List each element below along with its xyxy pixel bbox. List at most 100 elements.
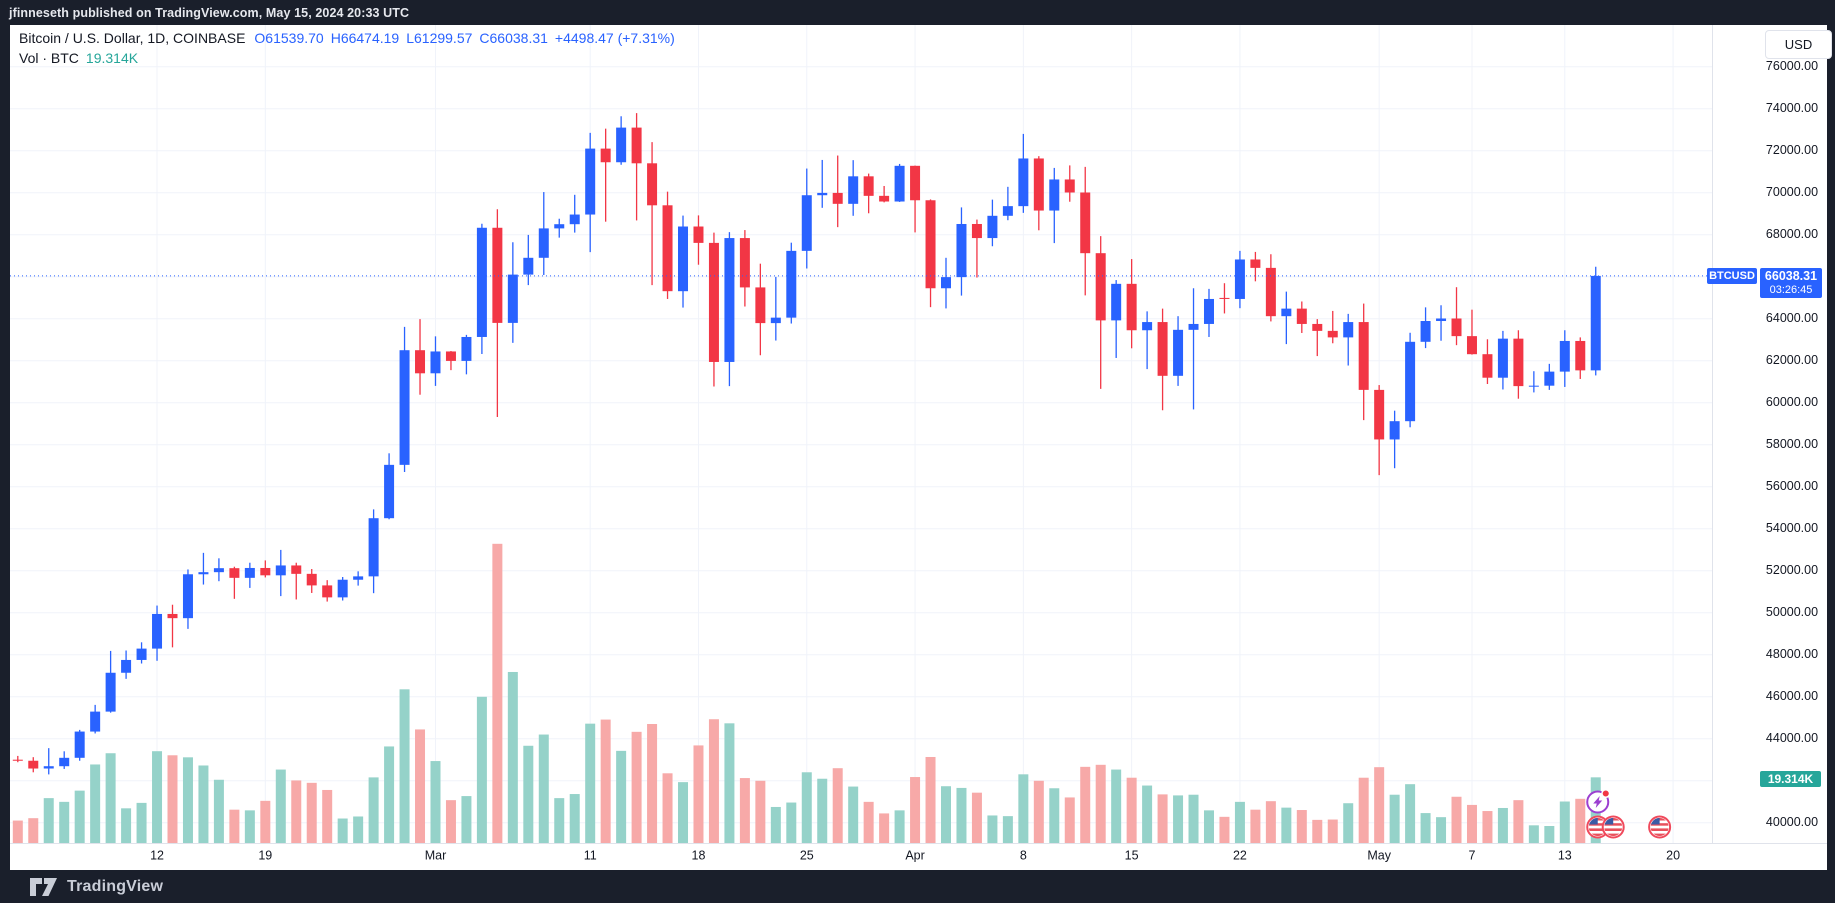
date-axis-label[interactable]: 13 [1558, 848, 1572, 862]
price-axis-label[interactable]: 68000.00 [1766, 227, 1818, 241]
candle-body [105, 672, 116, 712]
candle-body [569, 214, 580, 225]
candle-body [1080, 192, 1091, 254]
currency-toggle-button[interactable]: USD [1765, 30, 1832, 59]
price-axis-label[interactable]: 54000.00 [1766, 521, 1818, 535]
volume-bar [1466, 804, 1477, 843]
date-axis-label[interactable]: Apr [905, 848, 924, 862]
legend-volume-row: Vol · BTC 19.314K [19, 48, 675, 68]
candle-body [1451, 318, 1462, 337]
volume-bar [1575, 798, 1586, 843]
price-axis-label[interactable]: 76000.00 [1766, 59, 1818, 73]
us-economic-event-icon[interactable] [1648, 815, 1672, 839]
price-axis-label[interactable]: 46000.00 [1766, 689, 1818, 703]
candle-body [1374, 389, 1385, 440]
volume-bar [616, 750, 627, 843]
price-axis-label[interactable]: 60000.00 [1766, 395, 1818, 409]
volume-bar [817, 778, 828, 843]
date-axis-label[interactable]: 22 [1233, 848, 1247, 862]
candle-body [461, 336, 472, 361]
candle-body [1296, 308, 1307, 324]
candle-body [631, 127, 642, 164]
volume-bar [600, 719, 611, 843]
date-axis-label[interactable]: 20 [1666, 848, 1680, 862]
volume-bar [167, 755, 178, 843]
price-axis-label[interactable]: 62000.00 [1766, 353, 1818, 367]
candle-body [275, 565, 286, 576]
volume-bar [941, 786, 951, 843]
us-economic-event-icon[interactable] [1601, 815, 1625, 839]
candle-body [121, 659, 132, 673]
volume-bar [770, 806, 781, 843]
volume-bar [445, 800, 456, 843]
tradingview-logo-link[interactable]: TradingView [30, 877, 163, 896]
candle-body [90, 711, 101, 732]
volume-bar [693, 745, 704, 843]
publish-info-text: jfinneseth published on TradingView.com,… [9, 5, 410, 20]
candle-body [399, 350, 410, 465]
candle-body [1482, 354, 1493, 378]
candle-body [1033, 158, 1044, 211]
date-axis-label[interactable]: 12 [150, 848, 164, 862]
candle-body [770, 317, 781, 324]
date-axis-label[interactable]: 15 [1125, 848, 1139, 862]
volume-bar [832, 768, 843, 843]
date-axis-label[interactable]: May [1367, 848, 1391, 862]
candle-body [739, 238, 750, 288]
volume-bar [739, 778, 750, 843]
candle-body [1575, 340, 1586, 371]
volume-bar [1436, 817, 1447, 843]
price-axis-label[interactable]: 72000.00 [1766, 143, 1818, 157]
date-axis-label[interactable]: 18 [692, 848, 706, 862]
last-price-badge: 66038.31 03:26:45 [1760, 268, 1822, 298]
candle-body [167, 613, 178, 619]
price-axis-label[interactable]: 56000.00 [1766, 479, 1818, 493]
idea-stream-lightning-icon[interactable] [1586, 788, 1611, 814]
volume-bar [244, 810, 255, 843]
legend-symbol-row: Bitcoin / U.S. Dollar, 1D, COINBASE O615… [19, 28, 675, 48]
candle-body [198, 572, 209, 575]
volume-bar [1327, 819, 1338, 843]
symbol-price-tag: BTCUSD [1707, 268, 1757, 284]
chart-surface[interactable]: 76000.00 74000.00 72000.00 70000.00 68000.00… [10, 25, 1832, 870]
candle-body [368, 518, 379, 577]
price-axis-label[interactable]: 74000.00 [1766, 101, 1818, 115]
volume-bar [1142, 785, 1153, 843]
candle-body [1234, 259, 1245, 299]
candle-body [1002, 206, 1013, 216]
volume-bar [1374, 767, 1385, 843]
volume-bar [1296, 810, 1307, 843]
price-chart-svg[interactable]: 76000.00 74000.00 72000.00 70000.00 68000.00… [10, 25, 1827, 870]
volume-bar [1312, 819, 1323, 843]
price-axis-label[interactable]: 70000.00 [1766, 185, 1818, 199]
date-axis-label[interactable]: 11 [584, 848, 597, 862]
volume-bar [507, 671, 518, 843]
candle-body [523, 257, 534, 275]
date-axis-label[interactable]: 7 [1469, 848, 1476, 862]
date-axis-label[interactable]: 8 [1020, 848, 1027, 862]
date-axis-label[interactable]: 19 [258, 848, 272, 862]
date-axis-label[interactable]: 25 [800, 848, 814, 862]
volume-bar [801, 772, 812, 843]
price-axis-label[interactable]: 64000.00 [1766, 311, 1818, 325]
price-axis-label[interactable]: 44000.00 [1766, 731, 1818, 745]
volume-bar [430, 761, 441, 843]
volume-bar [523, 745, 534, 843]
date-axis-label[interactable]: Mar [425, 848, 447, 862]
candle-body [136, 648, 147, 660]
volume-bar [1033, 780, 1044, 843]
price-axis-label[interactable]: 58000.00 [1766, 437, 1818, 451]
ohlc-open: O61539.70 [254, 30, 324, 46]
candle-body [848, 176, 859, 204]
volume-bar [724, 723, 735, 843]
volume-bar [662, 773, 673, 843]
price-axis-label[interactable]: 40000.00 [1766, 815, 1818, 829]
candle-body [647, 163, 658, 206]
volume-bar [1203, 810, 1214, 843]
candle-body [693, 226, 704, 243]
volume-bar [1095, 764, 1106, 843]
price-axis-label[interactable]: 52000.00 [1766, 563, 1818, 577]
candle-body [244, 567, 255, 578]
price-axis-label[interactable]: 50000.00 [1766, 605, 1818, 619]
price-axis-label[interactable]: 48000.00 [1766, 647, 1818, 661]
